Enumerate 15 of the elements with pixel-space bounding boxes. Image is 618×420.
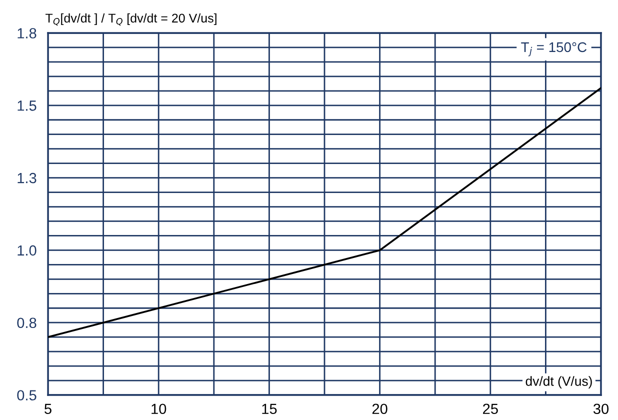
y-tick-label: 1.0	[18, 245, 36, 256]
y-tick-label: 0.5	[17, 390, 36, 400]
x-tick-label: 25	[483, 404, 498, 414]
x-tick-label: 10	[152, 404, 166, 414]
x-tick-label: 15	[262, 404, 277, 414]
y-tick-label: 0.8	[17, 318, 36, 328]
y-tick-label: 1.5	[18, 100, 36, 111]
x-tick-label: 20	[372, 404, 388, 414]
y-axis-title: T$_{Q}$[dv/dt ] / T$_{Q}$ [dv/dt = 20 V/us]	[46, 13, 216, 26]
x-axis-title: dv/dt (V/us)	[526, 376, 592, 388]
x-tick-label: 5	[44, 404, 52, 414]
annotation: T$_{j}$ = 150°C	[521, 42, 587, 56]
y-tick-label: 1.3	[18, 172, 36, 184]
y-tick-label: 1.8	[18, 28, 36, 38]
x-tick-label: 30	[593, 404, 609, 414]
